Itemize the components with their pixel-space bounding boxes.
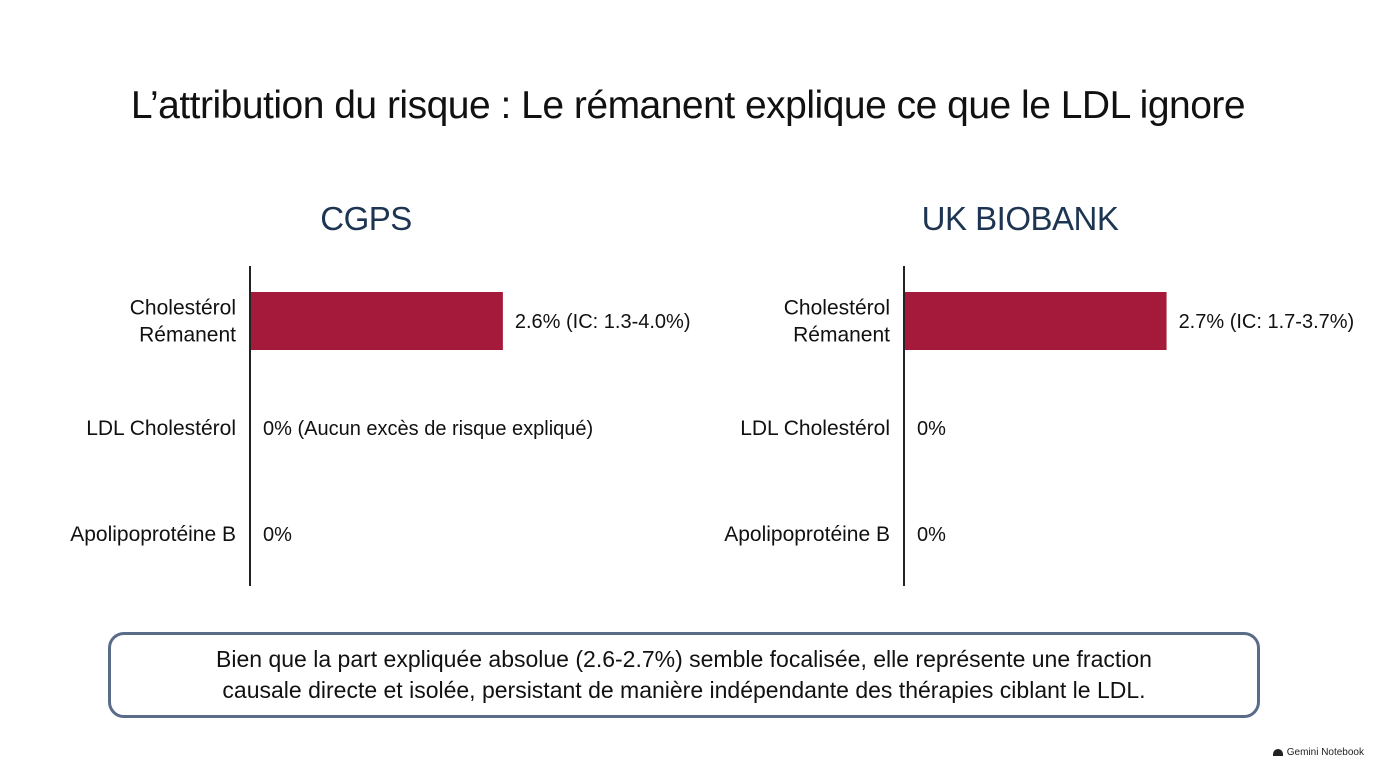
brand-label: Gemini Notebook bbox=[1286, 747, 1364, 758]
value-label: 0% bbox=[917, 418, 946, 440]
value-label: 2.7% (IC: 1.7-3.7%) bbox=[1179, 311, 1355, 333]
bar-chart-uk-biobank: Cholestérol Rémanent 2.7% (IC: 1.7-3.7%) LD… bbox=[724, 266, 1354, 586]
value-label: 0% bbox=[917, 524, 946, 546]
bar-chart-cgps: Cholestérol Rémanent 2.6% (IC: 1.3-4.0%) LD… bbox=[70, 266, 691, 586]
category-label: Apolipoprotéine B bbox=[724, 523, 890, 546]
page-title: L’attribution du risque : Le rémanent ex… bbox=[130, 84, 1246, 127]
value-label: 0% bbox=[263, 524, 292, 546]
category-label: Rémanent bbox=[139, 324, 236, 347]
note-box: Bien que la part expliquée absolue (2.6-… bbox=[108, 632, 1260, 718]
note-line-2: causale directe et isolée, persistant de… bbox=[222, 677, 1146, 703]
bar bbox=[905, 292, 1167, 350]
chart-title: CGPS bbox=[320, 200, 412, 237]
value-label: 0% (Aucun excès de risque expliqué) bbox=[263, 418, 593, 440]
category-label: Cholestérol bbox=[784, 297, 890, 320]
gemini-notebook-icon bbox=[1272, 749, 1283, 756]
chart-panel-cgps: CGPS Cholestérol Rémanent 2.6% (IC: 1.3-4.… bbox=[36, 200, 696, 600]
category-label: Cholestérol bbox=[130, 297, 236, 320]
category-label: LDL Cholestérol bbox=[86, 417, 236, 440]
bar bbox=[251, 292, 503, 350]
chart-panel-uk-biobank: UK BIOBANK Cholestérol Rémanent 2.7% (IC: … bbox=[690, 200, 1354, 600]
category-label: Apolipoprotéine B bbox=[70, 523, 236, 546]
value-label: 2.6% (IC: 1.3-4.0%) bbox=[515, 311, 691, 333]
brand: Gemini Notebook bbox=[1272, 747, 1364, 758]
category-label: LDL Cholestérol bbox=[740, 417, 890, 440]
note-text: Bien que la part expliquée absolue (2.6-… bbox=[176, 644, 1192, 706]
note-line-1: Bien que la part expliquée absolue (2.6-… bbox=[216, 646, 1152, 672]
category-label: Rémanent bbox=[793, 324, 890, 347]
chart-title: UK BIOBANK bbox=[921, 200, 1119, 237]
